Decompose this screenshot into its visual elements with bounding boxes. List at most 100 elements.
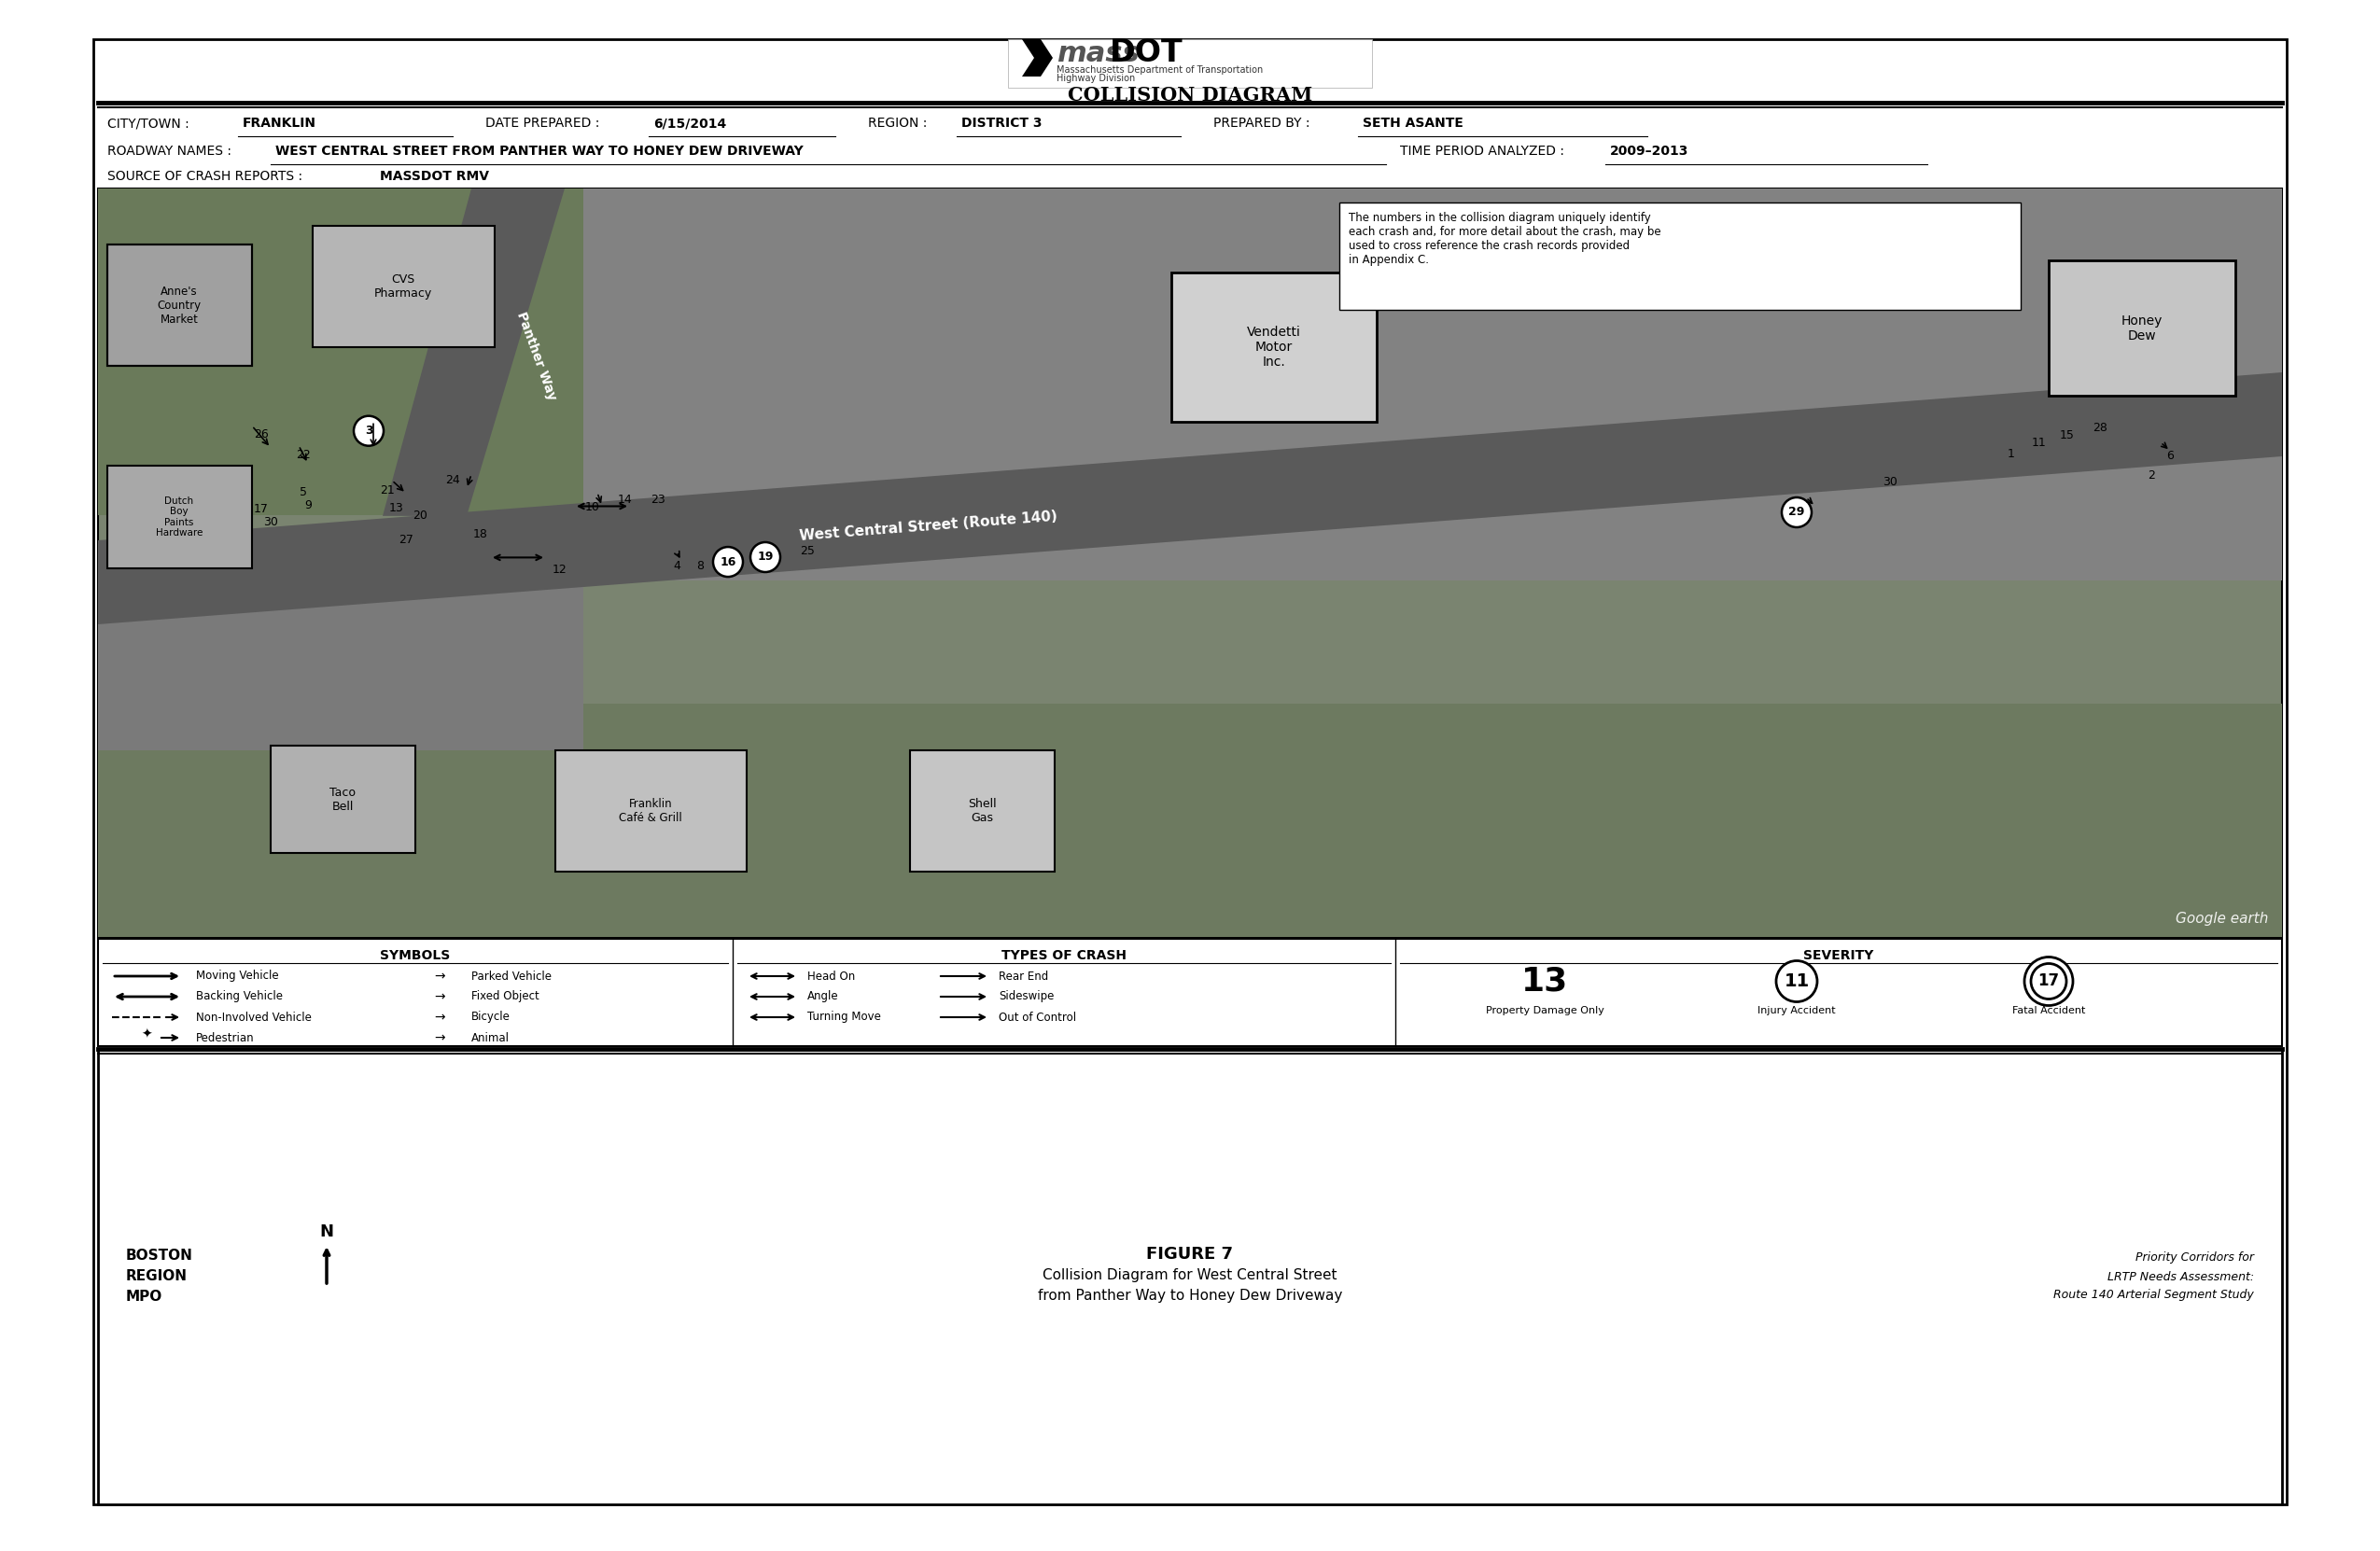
Bar — [1171, 273, 1376, 422]
Text: Angle: Angle — [807, 991, 838, 1003]
Text: 6: 6 — [2166, 450, 2173, 462]
Text: Taco
Bell: Taco Bell — [328, 786, 355, 813]
Text: 28: 28 — [2092, 422, 2106, 434]
Text: Collision Diagram for West Central Street: Collision Diagram for West Central Stree… — [1042, 1267, 1338, 1281]
Bar — [98, 704, 2282, 937]
Text: 4: 4 — [674, 560, 681, 572]
Polygon shape — [383, 189, 564, 516]
Text: →: → — [433, 969, 445, 983]
Bar — [555, 751, 747, 872]
Text: SYMBOLS: SYMBOLS — [381, 949, 450, 962]
Bar — [1340, 203, 2021, 310]
Text: 26: 26 — [255, 428, 269, 440]
Bar — [271, 746, 416, 853]
Text: Non-Involved Vehicle: Non-Involved Vehicle — [195, 1011, 312, 1024]
Text: LRTP Needs Assessment:: LRTP Needs Assessment: — [2106, 1270, 2254, 1283]
Text: N: N — [319, 1224, 333, 1241]
Text: Panther Way: Panther Way — [514, 310, 559, 403]
Text: from Panther Way to Honey Dew Driveway: from Panther Way to Honey Dew Driveway — [1038, 1289, 1342, 1303]
Bar — [107, 465, 252, 568]
Text: Out of Control: Out of Control — [1000, 1011, 1076, 1024]
Text: 24: 24 — [445, 475, 459, 487]
Text: 19: 19 — [757, 551, 774, 563]
Text: 8: 8 — [697, 560, 704, 572]
Text: WEST CENTRAL STREET FROM PANTHER WAY TO HONEY DEW DRIVEWAY: WEST CENTRAL STREET FROM PANTHER WAY TO … — [276, 144, 804, 158]
Text: Pedestrian: Pedestrian — [195, 1031, 255, 1044]
Text: Parked Vehicle: Parked Vehicle — [471, 969, 552, 982]
Text: 12: 12 — [552, 565, 566, 575]
Circle shape — [2025, 957, 2073, 1005]
Text: Turning Move: Turning Move — [807, 1011, 881, 1024]
Text: Honey
Dew: Honey Dew — [2121, 315, 2163, 343]
Text: SETH ASANTE: SETH ASANTE — [1364, 116, 1464, 130]
Text: 30: 30 — [264, 516, 278, 529]
Text: Head On: Head On — [807, 969, 854, 982]
Text: 2009–2013: 2009–2013 — [1609, 144, 1690, 158]
Circle shape — [2030, 963, 2066, 999]
Circle shape — [1775, 960, 1818, 1002]
Text: DOT: DOT — [1109, 37, 1183, 68]
Text: Franklin
Café & Grill: Franklin Café & Grill — [619, 797, 683, 824]
Text: 15: 15 — [2061, 430, 2075, 442]
Text: Massachusetts Department of Transportation: Massachusetts Department of Transportati… — [1057, 65, 1264, 74]
Circle shape — [750, 543, 781, 572]
Text: REGION :: REGION : — [869, 116, 928, 130]
Text: CITY/TOWN :: CITY/TOWN : — [107, 116, 190, 130]
Text: 6/15/2014: 6/15/2014 — [654, 116, 726, 130]
Text: mass: mass — [1057, 40, 1140, 67]
Text: Highway Division: Highway Division — [1057, 74, 1135, 84]
Bar — [107, 245, 252, 366]
Text: Moving Vehicle: Moving Vehicle — [195, 969, 278, 982]
Bar — [1009, 39, 1371, 88]
Text: 29: 29 — [1787, 506, 1804, 518]
Text: Vendetti
Motor
Inc.: Vendetti Motor Inc. — [1247, 326, 1302, 369]
Text: 3: 3 — [364, 425, 374, 437]
Text: →: → — [433, 1031, 445, 1044]
Text: COLLISION DIAGRAM: COLLISION DIAGRAM — [1069, 85, 1311, 104]
Text: 5: 5 — [300, 485, 307, 498]
Bar — [2049, 261, 2235, 396]
Circle shape — [1783, 498, 1811, 527]
Text: ROADWAY NAMES :: ROADWAY NAMES : — [107, 144, 231, 158]
Text: 20: 20 — [412, 509, 428, 521]
Text: Dutch
Boy
Paints
Hardware: Dutch Boy Paints Hardware — [155, 496, 202, 538]
Bar — [909, 751, 1054, 872]
Text: 25: 25 — [800, 544, 814, 557]
Text: Backing Vehicle: Backing Vehicle — [195, 991, 283, 1003]
Text: TYPES OF CRASH: TYPES OF CRASH — [1002, 949, 1126, 962]
Text: DATE PREPARED :: DATE PREPARED : — [486, 116, 600, 130]
Bar — [583, 189, 2282, 580]
Bar — [107, 245, 252, 366]
Text: 11: 11 — [1785, 972, 1809, 990]
Text: CVS
Pharmacy: CVS Pharmacy — [374, 273, 433, 299]
Text: 13: 13 — [1521, 965, 1568, 997]
Text: Anne's
Country
Market: Anne's Country Market — [157, 285, 202, 326]
Text: 9: 9 — [305, 499, 312, 512]
Text: SOURCE OF CRASH REPORTS :: SOURCE OF CRASH REPORTS : — [107, 171, 302, 183]
Text: 23: 23 — [650, 493, 666, 506]
Bar — [98, 189, 2282, 937]
Text: 1: 1 — [2009, 448, 2016, 461]
Bar — [98, 189, 583, 515]
Text: 22: 22 — [295, 448, 312, 461]
Text: MASSDOT RMV: MASSDOT RMV — [381, 171, 488, 183]
Text: 10: 10 — [585, 501, 600, 513]
Text: 14: 14 — [619, 493, 633, 506]
Text: SEVERITY: SEVERITY — [1804, 949, 1873, 962]
Polygon shape — [98, 372, 2282, 625]
Text: Google earth: Google earth — [2175, 912, 2268, 926]
Bar — [98, 1048, 2282, 1504]
Text: 11: 11 — [2033, 436, 2047, 448]
Text: MPO: MPO — [126, 1290, 162, 1304]
Text: TIME PERIOD ANALYZED :: TIME PERIOD ANALYZED : — [1399, 144, 1564, 158]
Text: REGION: REGION — [126, 1270, 188, 1284]
Text: 2: 2 — [2147, 470, 2154, 482]
Text: 13: 13 — [390, 503, 405, 513]
Text: West Central Street (Route 140): West Central Street (Route 140) — [797, 509, 1057, 543]
Text: Priority Corridors for: Priority Corridors for — [2135, 1252, 2254, 1264]
Text: Rear End: Rear End — [1000, 969, 1047, 982]
Text: The numbers in the collision diagram uniquely identify
each crash and, for more : The numbers in the collision diagram uni… — [1349, 212, 1661, 265]
Text: 21: 21 — [381, 484, 395, 496]
Text: Fixed Object: Fixed Object — [471, 991, 540, 1003]
Text: 30: 30 — [1883, 476, 1897, 489]
